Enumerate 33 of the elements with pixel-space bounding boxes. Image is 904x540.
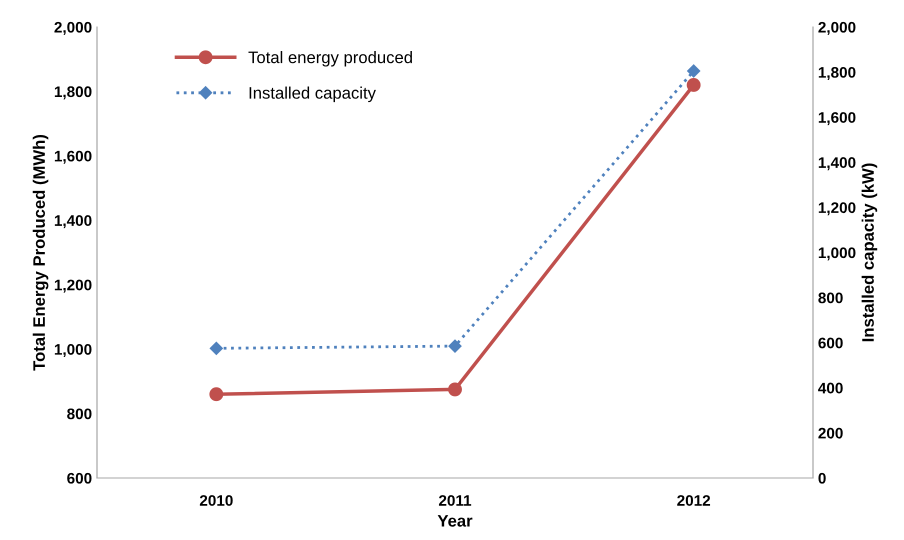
- y2-tick-label: 400: [818, 382, 843, 394]
- y-tick-label: 1,800: [54, 86, 92, 100]
- y2-tick-label: 800: [818, 292, 843, 304]
- point: [448, 382, 462, 396]
- y2-tick-label: 1,200: [818, 202, 856, 216]
- y2-tick-label: 200: [818, 428, 843, 439]
- y-tick-label: 600: [67, 472, 92, 484]
- y-tick-label: 2,000: [54, 22, 92, 35]
- legend-label: Total energy produced: [248, 51, 412, 67]
- point: [686, 78, 701, 92]
- y-axis-title: Total Energy Produced (MWh): [32, 134, 48, 371]
- y2-axis-title: Installed capacity (kW): [862, 163, 878, 342]
- x-tick-label: 2011: [438, 495, 472, 506]
- legend-label: Installed capacity: [250, 86, 376, 102]
- point: [210, 342, 223, 355]
- point: [209, 387, 224, 402]
- x-tick-label: 2010: [200, 495, 233, 506]
- y-tick-label: 1,200: [54, 280, 92, 293]
- y2-tick-label: 0: [818, 472, 826, 484]
- x-axis-title: Year: [438, 515, 472, 527]
- y-tick-label: 1,600: [54, 150, 92, 164]
- y-tick-label: 1,000: [54, 344, 92, 358]
- y-tick-label: 800: [67, 408, 92, 420]
- point: [687, 64, 700, 78]
- y2-tick-label: 1,800: [818, 66, 856, 80]
- point: [448, 339, 462, 353]
- y2-tick-label: 2,000: [818, 22, 856, 35]
- y2-tick-label: 600: [818, 338, 843, 348]
- y2-tick-label: 1,400: [818, 157, 856, 170]
- y2-tick-label: 1,000: [818, 247, 856, 260]
- y-tick-label: 1,400: [54, 215, 92, 228]
- y2-tick-label: 1,600: [818, 112, 856, 126]
- x-tick-label: 2012: [677, 495, 710, 506]
